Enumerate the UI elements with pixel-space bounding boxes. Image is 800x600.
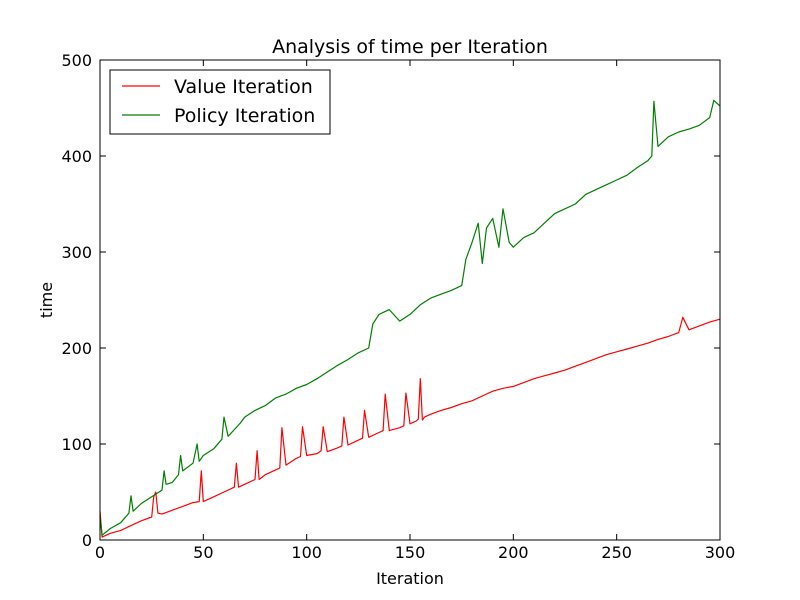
- x-axis-label: Iteration: [376, 569, 444, 588]
- y-tick-label: 100: [61, 435, 92, 454]
- x-tick-label: 50: [193, 543, 213, 562]
- y-tick-label: 0: [82, 531, 92, 550]
- legend: Value Iteration Policy Iteration: [109, 69, 331, 135]
- y-tick-label: 200: [61, 339, 92, 358]
- y-tick-label: 300: [61, 243, 92, 262]
- y-tick-label: 500: [61, 51, 92, 70]
- axis-ticks: 0 50 100 150 200 250 300 0 100 200 300 400 500: [61, 51, 735, 562]
- x-tick-label: 200: [498, 543, 529, 562]
- x-tick-label: 150: [395, 543, 426, 562]
- series-line-policy-iteration: [99, 99, 721, 536]
- x-tick-label: 100: [291, 543, 322, 562]
- y-tick-label: 400: [61, 147, 92, 166]
- x-tick-label: 0: [95, 543, 105, 562]
- x-tick-label: 250: [601, 543, 632, 562]
- x-tick-label: 300: [705, 543, 736, 562]
- y-axis-label: time: [37, 282, 56, 318]
- legend-box: [109, 69, 331, 135]
- plot-lines: [99, 99, 721, 538]
- legend-label-value-iteration: Value Iteration: [174, 76, 313, 98]
- legend-label-policy-iteration: Policy Iteration: [174, 105, 315, 127]
- series-line-value-iteration: [99, 316, 721, 538]
- chart-title: Analysis of time per Iteration: [272, 36, 548, 58]
